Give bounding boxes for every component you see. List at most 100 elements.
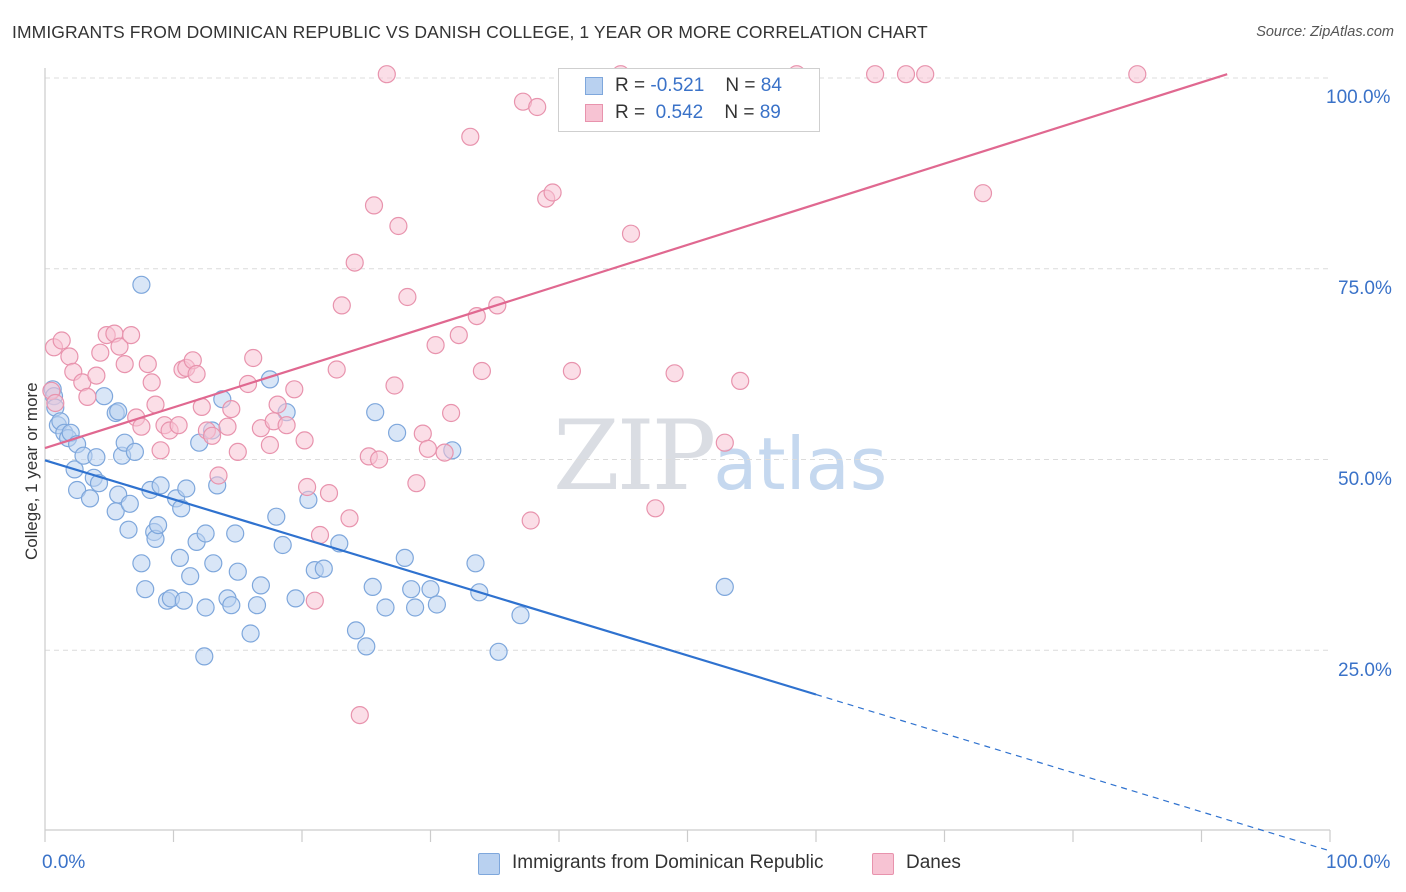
- legend-swatch-pink: [872, 853, 894, 875]
- r-value-dominican: -0.521: [650, 75, 705, 96]
- point-dominican-10: [67, 480, 87, 500]
- point-dominican-60: [273, 535, 292, 555]
- point-dominican-46: [196, 524, 215, 543]
- point-danes-58: [389, 216, 408, 236]
- point-danes-69: [472, 361, 491, 381]
- point-dominican-24: [120, 494, 139, 513]
- watermark-atlas: atlas: [713, 422, 888, 506]
- point-danes-79: [646, 499, 665, 518]
- point-danes-72: [521, 511, 540, 530]
- legend-item-danes[interactable]: Danes: [872, 852, 972, 876]
- point-danes-75: [543, 183, 562, 202]
- point-danes-31: [209, 466, 228, 485]
- points-layer: [42, 65, 1147, 725]
- source-credit: Source: ZipAtlas.com: [1256, 24, 1394, 40]
- point-danes-40: [268, 395, 287, 414]
- r-label: R =: [615, 102, 646, 123]
- point-danes-38: [260, 435, 279, 455]
- point-dominican-27: [132, 275, 151, 294]
- point-dominican-77: [427, 595, 446, 614]
- point-danes-87: [973, 184, 993, 203]
- point-dominican-72: [388, 423, 407, 442]
- n-label: N =: [724, 102, 755, 123]
- point-danes-57: [385, 376, 404, 395]
- point-danes-32: [218, 417, 237, 436]
- point-danes-52: [350, 705, 369, 725]
- point-dominican-79: [466, 554, 485, 573]
- point-danes-8: [87, 366, 106, 385]
- correlation-legend: R = -0.521 N = 84 R = 0.542 N = 89: [558, 68, 820, 132]
- trend-layer: [44, 73, 1331, 852]
- legend-item-dominican[interactable]: Immigrants from Dominican Republic: [478, 852, 848, 876]
- point-danes-55: [370, 450, 389, 469]
- x-tick-left: 0.0%: [42, 852, 86, 873]
- point-dominican-68: [357, 637, 376, 656]
- point-dominican-67: [346, 621, 366, 640]
- point-dominican-70: [366, 403, 385, 422]
- legend-swatch-blue: [478, 853, 500, 875]
- point-dominican-19: [106, 502, 125, 521]
- trendline-dominican: [44, 459, 817, 696]
- point-danes-59: [398, 287, 417, 307]
- point-danes-76: [562, 361, 582, 381]
- point-dominican-40: [177, 479, 196, 498]
- point-danes-85: [896, 65, 916, 84]
- point-dominican-56: [247, 596, 267, 615]
- point-danes-78: [621, 224, 641, 243]
- n-label: N =: [725, 75, 756, 96]
- y-tick-50: 50.0%: [1338, 469, 1392, 490]
- point-dominican-23: [119, 520, 138, 539]
- point-dominican-74: [402, 580, 421, 599]
- point-danes-88: [1128, 65, 1147, 84]
- point-dominican-20: [109, 402, 128, 421]
- point-danes-3: [52, 331, 71, 350]
- point-danes-4: [60, 347, 79, 366]
- legend-row-text: R = 0.542 N = 89: [615, 102, 781, 124]
- point-danes-86: [916, 65, 935, 84]
- point-dominican-16: [94, 387, 114, 406]
- point-danes-60: [407, 474, 426, 493]
- point-danes-30: [203, 426, 222, 445]
- point-danes-27: [187, 364, 206, 384]
- point-danes-44: [298, 477, 317, 497]
- chart-title: IMMIGRANTS FROM DOMINICAN REPUBLIC VS DA…: [12, 22, 928, 42]
- point-danes-17: [138, 355, 157, 374]
- point-danes-42: [285, 380, 304, 399]
- point-danes-36: [244, 348, 263, 368]
- point-danes-41: [277, 416, 296, 435]
- point-danes-14: [122, 326, 141, 345]
- point-dominican-62: [286, 589, 305, 608]
- point-danes-51: [345, 253, 364, 272]
- point-dominican-28: [136, 580, 155, 599]
- point-danes-9: [91, 343, 110, 362]
- point-danes-49: [332, 296, 351, 315]
- point-danes-33: [222, 400, 241, 419]
- point-dominican-48: [204, 554, 223, 573]
- point-dominican-81: [489, 642, 508, 661]
- point-dominican-26: [132, 554, 151, 573]
- point-dominican-76: [421, 580, 440, 599]
- point-dominican-71: [376, 598, 395, 617]
- point-danes-73: [528, 97, 547, 117]
- point-dominican-73: [395, 548, 414, 568]
- legend-swatch-blue: [585, 77, 603, 95]
- point-dominican-69: [363, 577, 382, 597]
- point-danes-81: [715, 433, 734, 452]
- point-dominican-65: [314, 559, 333, 578]
- point-dominican-54: [228, 562, 247, 581]
- point-danes-20: [151, 441, 170, 460]
- point-dominican-32: [149, 515, 168, 535]
- point-danes-56: [377, 65, 396, 84]
- point-dominican-53: [226, 524, 245, 543]
- point-dominican-41: [181, 567, 200, 586]
- point-dominican-33: [151, 476, 170, 495]
- n-value-dominican: 84: [760, 75, 782, 96]
- point-danes-50: [340, 509, 359, 528]
- point-danes-23: [169, 416, 188, 435]
- x-tick-right: 100.0%: [1326, 852, 1391, 873]
- legend-label-dominican: Immigrants from Dominican Republic: [512, 852, 824, 873]
- point-danes-84: [865, 65, 885, 84]
- trendline-extension-dominican: [815, 693, 1331, 852]
- legend-label-danes: Danes: [906, 852, 961, 873]
